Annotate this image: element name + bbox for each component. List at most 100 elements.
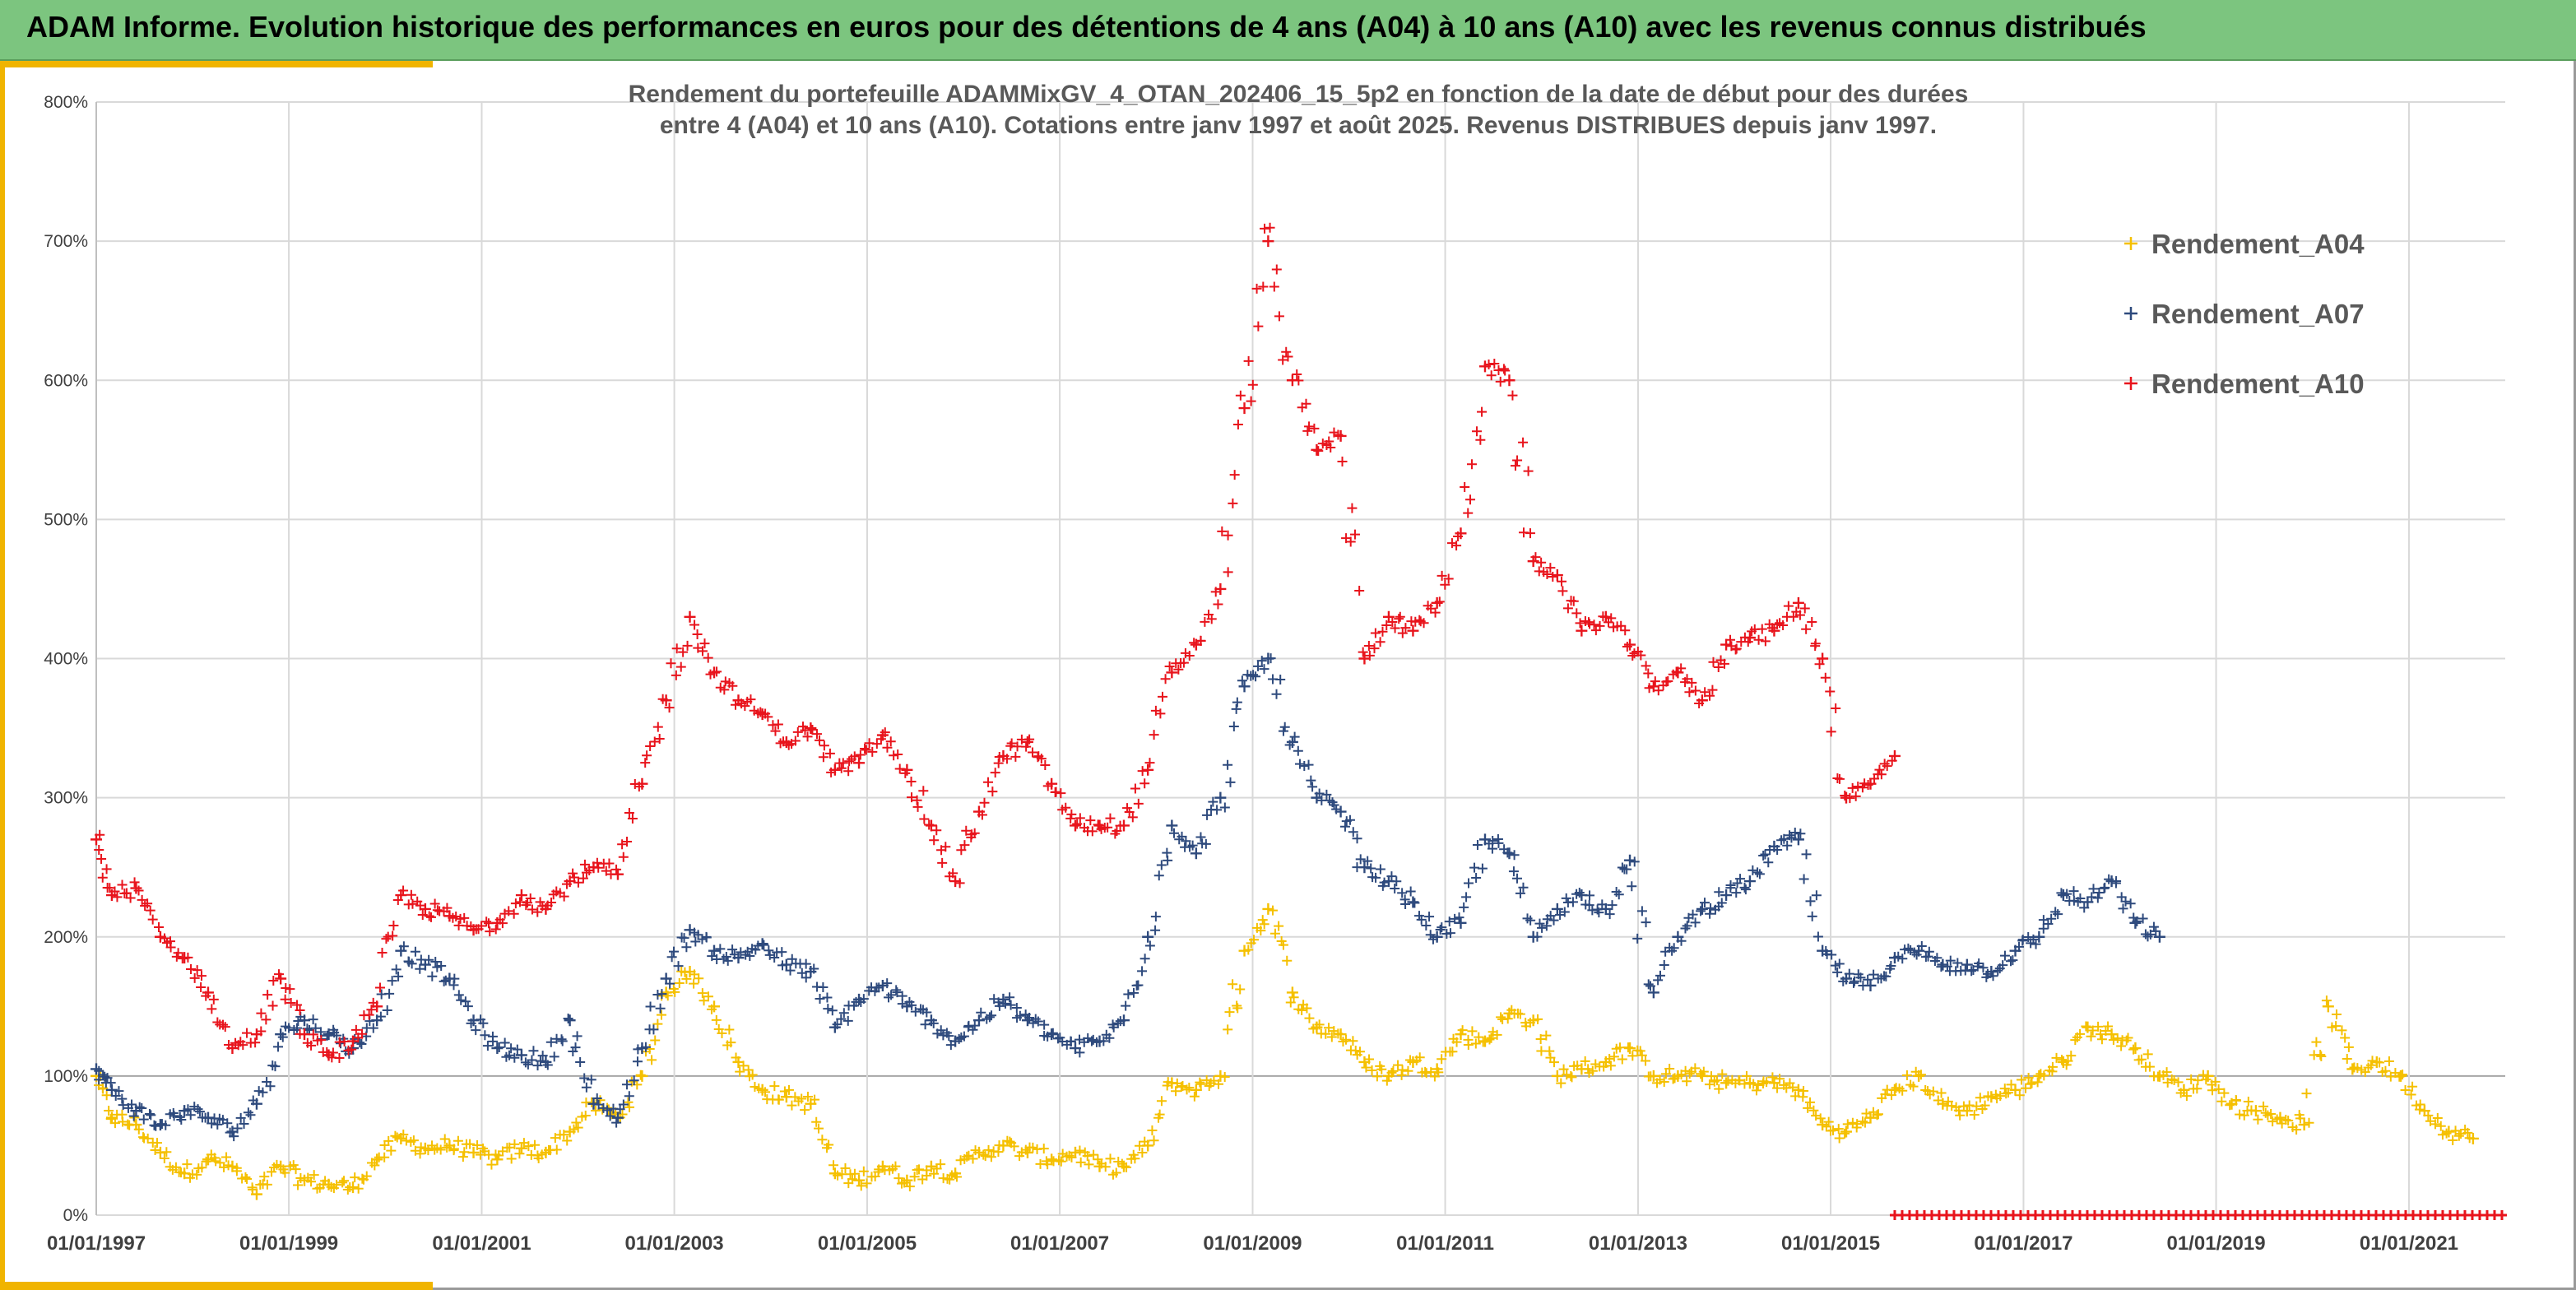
data-point-fill (592, 1093, 602, 1104)
data-point-fill (250, 1037, 261, 1048)
data-point-fill (280, 1167, 290, 1178)
data-point-fill (584, 865, 595, 876)
data-point-fill (1478, 1037, 1488, 1047)
data-point-fill (1247, 379, 1258, 390)
data-point-fill (1306, 775, 1316, 786)
data-point-fill (838, 758, 848, 768)
x-tick-label: 01/01/2019 (2166, 1232, 2265, 1255)
data-point (684, 610, 696, 623)
data-point-fill (1690, 917, 1701, 928)
data-point-fill (1074, 1145, 1085, 1156)
data-point-fill (499, 1037, 510, 1048)
data-point-fill (1833, 1124, 1844, 1135)
data-point-fill (1381, 1075, 1392, 1086)
data-point-fill (95, 829, 105, 840)
data-point (1334, 429, 1347, 442)
data-point-fill (1051, 787, 1061, 797)
data-point-fill (134, 1102, 145, 1112)
data-point-fill (556, 1034, 567, 1045)
data-point (1768, 624, 1780, 637)
data-point-fill (2283, 1116, 2294, 1126)
data-point-fill (2023, 931, 2034, 942)
data-point-fill (1447, 1046, 1458, 1057)
data-point-fill (787, 1100, 797, 1111)
data-point-fill (1009, 1141, 1019, 1152)
data-point-fill (274, 969, 285, 980)
data-point-fill (1387, 616, 1398, 627)
data-point-fill (2116, 1041, 2127, 1051)
data-point-fill (482, 1041, 493, 1051)
data-point-fill (1757, 624, 1767, 634)
data-point-fill (1214, 1079, 1224, 1089)
data-point-fill (968, 1153, 978, 1164)
data-point-fill (1200, 838, 1211, 849)
data-point-fill (815, 735, 825, 745)
data-point (1720, 1077, 1733, 1089)
data-point-fill (161, 1147, 172, 1158)
data-point-fill (724, 1024, 735, 1035)
data-point-fill (2407, 1081, 2418, 1092)
data-point-fill (2075, 1028, 2086, 1039)
data-point-fill (1636, 650, 1646, 661)
data-point (853, 1174, 866, 1186)
data-point-fill (1705, 690, 1715, 701)
chart-title: Rendement du portefeuille ADAMMixGV_4_OT… (629, 81, 1969, 139)
data-point-fill (2075, 893, 2086, 903)
data-point-fill (480, 1030, 490, 1041)
data-point-fill (1643, 979, 1654, 990)
data-point-fill (1363, 640, 1374, 651)
data-point-fill (886, 990, 897, 1000)
data-point-fill (634, 782, 644, 792)
data-point-fill (633, 1044, 643, 1055)
data-point-fill (654, 734, 665, 745)
data-point (1286, 986, 1298, 999)
data-point-fill (1947, 1101, 1957, 1111)
data-point-fill (847, 1174, 857, 1185)
data-point-fill (192, 965, 202, 976)
data-point-fill (1743, 637, 1753, 647)
data-point-fill (248, 1185, 258, 1195)
data-point-fill (969, 828, 980, 838)
data-point-fill (769, 1081, 780, 1092)
data-point-fill (1228, 979, 1238, 990)
data-point-fill (945, 1040, 956, 1051)
data-point (515, 1142, 527, 1154)
data-point-fill (2047, 1061, 2058, 1072)
data-point-fill (1129, 987, 1139, 998)
data-point-fill (1075, 1157, 1086, 1167)
data-point-fill (185, 1110, 196, 1121)
data-point-fill (238, 1040, 248, 1051)
data-point-fill (1714, 887, 1724, 898)
data-point (275, 1028, 287, 1041)
data-point-fill (1474, 1032, 1484, 1042)
data-point (1238, 680, 1251, 693)
data-point-fill (2112, 1033, 2123, 1044)
data-point-fill (388, 920, 399, 930)
data-point-fill (760, 1087, 771, 1097)
data-point (1647, 986, 1659, 999)
data-point-fill (629, 1075, 639, 1086)
data-point-fill (1453, 531, 1464, 542)
data-point-fill (2087, 1025, 2098, 1036)
data-point-fill (1024, 734, 1035, 745)
data-point-fill (1752, 867, 1763, 878)
data-point-fill (424, 911, 434, 921)
data-point-fill (690, 936, 701, 947)
data-point-fill (2081, 1021, 2091, 1032)
data-point-fill (207, 1118, 217, 1129)
data-point-fill (2001, 1088, 2012, 1099)
data-point-fill (504, 1050, 514, 1060)
data-point-fill (2181, 1091, 2192, 1102)
data-point-fill (432, 905, 443, 916)
data-point-fill (994, 1000, 1005, 1011)
data-point-fill (1589, 619, 1599, 630)
data-point-fill (1195, 1077, 1205, 1088)
data-point-fill (671, 670, 681, 680)
data-point-fill (1251, 671, 1261, 682)
data-point-fill (611, 864, 622, 875)
data-point-fill (570, 1042, 581, 1053)
data-point-fill (245, 1110, 256, 1121)
data-point-fill (1694, 698, 1705, 708)
data-point-fill (810, 1094, 820, 1105)
data-point-fill (1748, 1079, 1759, 1089)
